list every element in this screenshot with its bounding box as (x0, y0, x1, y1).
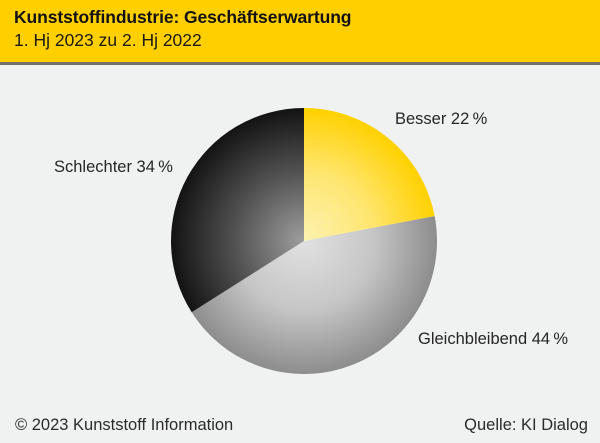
pie-slice-besser (304, 108, 435, 241)
pie-label-schlechter: Schlechter 34 % (54, 158, 173, 176)
pie-label-gleichbleibend: Gleichbleibend 44 % (418, 330, 569, 348)
pie-slice-gleichbleibend (191, 216, 437, 374)
footer: © 2023 Kunststoff Information Quelle: KI… (15, 416, 588, 435)
header-band: Kunststoffindustrie: Geschäftserwartung … (0, 0, 600, 62)
pie-label-besser: Besser 22 % (395, 110, 488, 128)
chart-subtitle: 1. Hj 2023 zu 2. Hj 2022 (14, 29, 202, 50)
chart-title: Kunststoffindustrie: Geschäftserwartung (14, 7, 352, 27)
pie-slice-schlechter (170, 108, 304, 313)
header-divider (0, 62, 600, 65)
footer-copyright: © 2023 Kunststoff Information (15, 416, 234, 434)
footer-source: Quelle: KI Dialog (464, 416, 588, 434)
